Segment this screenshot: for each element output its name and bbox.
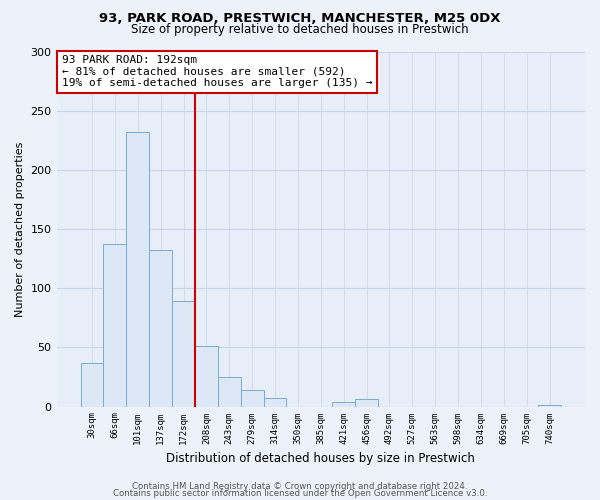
Bar (80, 363, 103, 406)
Bar (195, 346, 218, 406)
X-axis label: Distribution of detached houses by size in Prestwich: Distribution of detached houses by size … (166, 452, 475, 465)
Text: 93, PARK ROAD, PRESTWICH, MANCHESTER, M25 0DX: 93, PARK ROAD, PRESTWICH, MANCHESTER, M2… (99, 12, 501, 26)
Bar (218, 377, 241, 406)
Bar (127, 132, 149, 406)
Text: Contains public sector information licensed under the Open Government Licence v3: Contains public sector information licen… (113, 489, 487, 498)
Bar (355, 400, 378, 406)
Y-axis label: Number of detached properties: Number of detached properties (15, 142, 25, 316)
Text: Contains HM Land Registry data © Crown copyright and database right 2024.: Contains HM Land Registry data © Crown c… (132, 482, 468, 491)
Bar (172, 301, 195, 406)
Text: 93 PARK ROAD: 192sqm
← 81% of detached houses are smaller (592)
19% of semi-deta: 93 PARK ROAD: 192sqm ← 81% of detached h… (62, 55, 373, 88)
Bar (241, 390, 263, 406)
Text: Size of property relative to detached houses in Prestwich: Size of property relative to detached ho… (131, 22, 469, 36)
Bar (103, 244, 127, 406)
Bar (332, 402, 355, 406)
Bar (149, 250, 172, 406)
Bar (263, 398, 286, 406)
